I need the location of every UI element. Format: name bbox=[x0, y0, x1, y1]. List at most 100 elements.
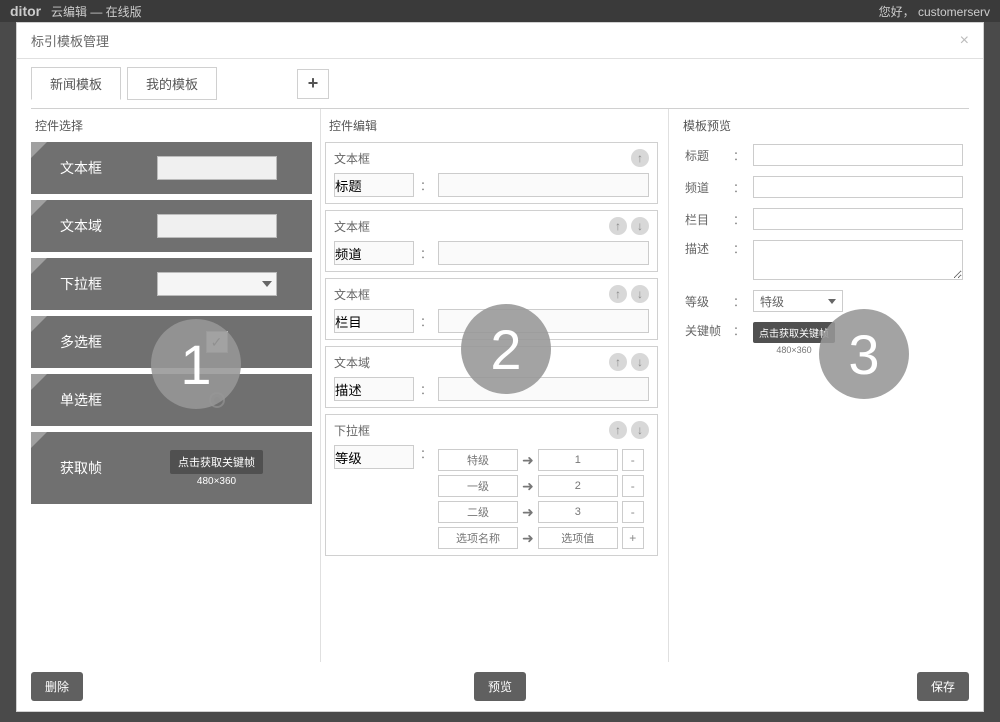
arrow-right-icon: ➜ bbox=[522, 530, 534, 547]
colon: ： bbox=[733, 147, 745, 164]
field-label-input[interactable] bbox=[334, 173, 414, 197]
option-value[interactable]: 选项值 bbox=[538, 527, 618, 549]
template-tabs: 新闻模板 我的模板 + bbox=[17, 59, 983, 100]
preview-frame-dimension: 480×360 bbox=[776, 345, 811, 355]
option-value[interactable]: 3 bbox=[538, 501, 618, 523]
dropdown-row: 特级 ➜ 1 - bbox=[438, 449, 644, 471]
colon: ： bbox=[733, 240, 745, 257]
save-button[interactable]: 保存 bbox=[917, 672, 969, 701]
widget-textbox[interactable]: 文本框 bbox=[31, 142, 312, 194]
add-template-button[interactable]: + bbox=[297, 69, 329, 99]
colon: ： bbox=[733, 322, 745, 339]
textbox-preview bbox=[157, 156, 277, 180]
preview-title: 模板预览 bbox=[679, 109, 969, 142]
colon: ： bbox=[733, 293, 745, 310]
arrow-right-icon: ➜ bbox=[522, 478, 534, 495]
field-value-input[interactable] bbox=[438, 309, 649, 333]
preview-get-keyframe-button[interactable]: 点击获取关键帧 bbox=[753, 322, 835, 343]
colon: ： bbox=[733, 179, 745, 196]
move-down-icon[interactable]: ↓ bbox=[631, 421, 649, 439]
move-up-icon[interactable]: ↑ bbox=[609, 285, 627, 303]
option-name[interactable]: 二级 bbox=[438, 501, 518, 523]
editor-title: 控件编辑 bbox=[325, 109, 668, 142]
colon: ： bbox=[420, 245, 432, 262]
add-option-button[interactable]: + bbox=[622, 527, 644, 549]
preview-column-input[interactable] bbox=[753, 208, 963, 230]
remove-option-button[interactable]: - bbox=[622, 501, 644, 523]
preview-label-keyframe: 关键帧 bbox=[685, 322, 725, 339]
widget-palette-panel: 控件选择 文本框 文本域 下拉框 bbox=[31, 109, 321, 662]
field-value-input[interactable] bbox=[438, 173, 649, 197]
field-value-input[interactable] bbox=[438, 377, 649, 401]
widget-dropdown[interactable]: 下拉框 bbox=[31, 258, 312, 310]
option-name[interactable]: 特级 bbox=[438, 449, 518, 471]
widget-label: 文本框 bbox=[31, 158, 131, 178]
move-up-icon[interactable]: ↑ bbox=[609, 217, 627, 235]
close-icon[interactable]: × bbox=[960, 32, 969, 50]
remove-option-button[interactable]: - bbox=[622, 475, 644, 497]
brand-suffix: ditor bbox=[10, 3, 41, 19]
move-up-icon[interactable]: ↑ bbox=[609, 353, 627, 371]
widget-list: 文本框 文本域 下拉框 多选框 ✓ bbox=[31, 142, 320, 504]
move-down-icon[interactable]: ↓ bbox=[631, 285, 649, 303]
tab-news-template[interactable]: 新闻模板 bbox=[31, 67, 121, 100]
option-value[interactable]: 1 bbox=[538, 449, 618, 471]
editor-item: 文本框 ↑ ↓ ： bbox=[325, 210, 658, 272]
editor-item: 文本域 ↑ ↓ ： bbox=[325, 346, 658, 408]
preview-label-column: 栏目 bbox=[685, 211, 725, 228]
editor-list: 文本框 ↑ ： 文本框 ↑ bbox=[325, 142, 668, 662]
preview-form: 标题 ： 频道 ： 栏目 ： 描述 ： bbox=[679, 142, 969, 357]
remove-option-button[interactable]: - bbox=[622, 449, 644, 471]
option-name[interactable]: 一级 bbox=[438, 475, 518, 497]
arrow-right-icon: ➜ bbox=[522, 504, 534, 521]
widget-radio[interactable]: 单选框 bbox=[31, 374, 312, 426]
preview-channel-input[interactable] bbox=[753, 176, 963, 198]
frame-dimension: 480×360 bbox=[197, 476, 236, 487]
widget-label: 单选框 bbox=[31, 390, 131, 410]
option-value[interactable]: 2 bbox=[538, 475, 618, 497]
template-preview-panel: 模板预览 标题 ： 频道 ： 栏目 ： 描述 bbox=[669, 109, 969, 662]
field-label-input[interactable] bbox=[334, 445, 414, 469]
tab-my-template[interactable]: 我的模板 bbox=[127, 67, 217, 100]
widget-checkbox[interactable]: 多选框 ✓ bbox=[31, 316, 312, 368]
move-down-icon[interactable]: ↓ bbox=[631, 353, 649, 371]
editor-item-type: 下拉框 bbox=[334, 422, 370, 439]
widget-label: 获取帧 bbox=[31, 458, 131, 478]
colon: ： bbox=[420, 313, 432, 330]
editor-item-type: 文本框 bbox=[334, 218, 370, 235]
field-label-input[interactable] bbox=[334, 241, 414, 265]
move-up-icon[interactable]: ↑ bbox=[631, 149, 649, 167]
field-value-input[interactable] bbox=[438, 241, 649, 265]
brand-subtitle: 云编辑 — 在线版 bbox=[51, 5, 142, 19]
move-up-icon[interactable]: ↑ bbox=[609, 421, 627, 439]
dropdown-row: 二级 ➜ 3 - bbox=[438, 501, 644, 523]
palette-title: 控件选择 bbox=[31, 109, 320, 142]
field-label-input[interactable] bbox=[334, 377, 414, 401]
option-name[interactable]: 选项名称 bbox=[438, 527, 518, 549]
app-topbar: ditor 云编辑 — 在线版 您好， customerserv bbox=[0, 0, 1000, 22]
widget-label: 下拉框 bbox=[31, 274, 131, 294]
editor-item: 文本框 ↑ ↓ ： bbox=[325, 278, 658, 340]
preview-button[interactable]: 预览 bbox=[474, 672, 526, 701]
widget-textarea[interactable]: 文本域 bbox=[31, 200, 312, 252]
get-keyframe-button: 点击获取关键帧 bbox=[170, 450, 263, 474]
widget-get-frame[interactable]: 获取帧 点击获取关键帧 480×360 bbox=[31, 432, 312, 504]
widget-label: 多选框 bbox=[31, 332, 131, 352]
dropdown-options: 特级 ➜ 1 - 一级 ➜ 2 - bbox=[438, 449, 644, 549]
editor-item-type: 文本框 bbox=[334, 286, 370, 303]
preview-label-level: 等级 bbox=[685, 293, 725, 310]
colon: ： bbox=[420, 177, 432, 194]
preview-title-input[interactable] bbox=[753, 144, 963, 166]
editor-item-type: 文本框 bbox=[334, 150, 370, 167]
checkbox-preview: ✓ bbox=[206, 331, 228, 353]
preview-level-select[interactable]: 特级 bbox=[753, 290, 843, 312]
dropdown-row: 选项名称 ➜ 选项值 + bbox=[438, 527, 644, 549]
move-down-icon[interactable]: ↓ bbox=[631, 217, 649, 235]
colon: ： bbox=[420, 445, 432, 462]
main-content: 控件选择 文本框 文本域 下拉框 bbox=[31, 108, 969, 662]
preview-desc-input[interactable] bbox=[753, 240, 963, 280]
editor-item-type: 文本域 bbox=[334, 354, 370, 371]
delete-button[interactable]: 删除 bbox=[31, 672, 83, 701]
widget-label: 文本域 bbox=[31, 216, 131, 236]
field-label-input[interactable] bbox=[334, 309, 414, 333]
